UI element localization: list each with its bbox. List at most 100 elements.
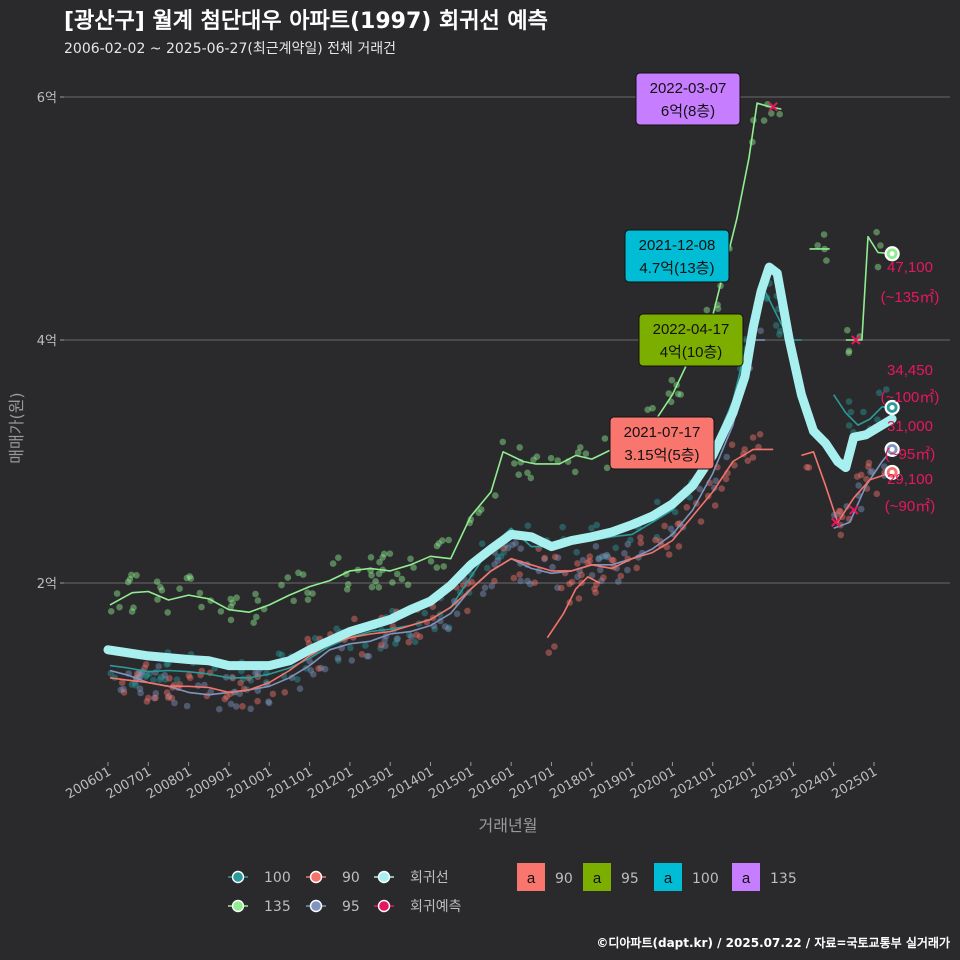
scatter-dot-392 [223,693,231,700]
scatter-dot-461 [163,689,171,696]
annotation-date-1: 2021-12-08 [639,237,716,254]
scatter-dot-378 [416,633,424,640]
scatter-dot-456 [657,538,664,545]
legend-label-2: 회귀선 [410,870,449,886]
scatter-dot-54 [183,574,191,582]
end-label-area-0: (~135㎡) [881,289,940,306]
scatter-dot-328 [526,580,534,588]
annotation-box-3 [609,416,715,470]
scatter-dot-92 [768,110,775,117]
scatter-dot-81 [511,460,518,467]
scatter-dot-167 [772,322,780,329]
scatter-dot-359 [252,669,259,677]
scatter-dot-411 [744,457,752,465]
scatter-dot-291 [554,584,561,591]
scatter-dot-491 [578,571,585,579]
regression-path [103,262,897,671]
scatter-dot-270 [117,686,125,694]
scatter-dot-486 [592,589,599,596]
scatter-dot-471 [468,578,476,586]
scatter-dot-460 [586,553,593,560]
chart-title: [광산구] 월계 첨단대우 아파트(1997) 회귀선 예측 [64,9,548,34]
scatter-dot-130 [157,673,165,681]
scatter-dot-65 [198,603,205,611]
scatter-dot-252 [723,453,730,461]
scatter-dot-404 [510,574,518,582]
scatter-dot-445 [269,690,277,698]
series-lines [109,102,893,696]
scatter-dot-473 [254,697,261,705]
scatter-dot-320 [194,682,202,689]
scatter-dot-472 [464,607,471,615]
end-label-value-3: 29,100 [887,471,933,488]
scatter-dot-419 [731,462,738,469]
scatter-dot-367 [867,468,874,476]
scatter-dot-208 [135,670,142,678]
scatter-dot-85 [107,608,115,615]
endpoint-markers [768,102,900,527]
scatter-dot-8 [176,585,183,592]
scatter-dot-371 [221,695,229,703]
scatter-dot-360 [363,652,371,660]
legend-dot-0 [231,870,245,884]
scatter-dot-86 [386,550,394,557]
scatter-dot-428 [568,578,576,586]
scatter-dot-93 [196,589,204,597]
scatter-dot-116 [329,560,337,567]
y-tick-label-1: 4억 [37,334,57,349]
scatter-dot-84 [665,390,673,397]
scatter-dot-414 [516,571,523,578]
scatter-dot-193 [573,548,580,556]
legend-label-swatch-2 [654,863,682,891]
scatter-dot-259 [296,685,304,692]
scatter-dot-485 [541,554,548,562]
scatter-dot-452 [749,434,757,441]
scatter-dot-62 [252,613,260,621]
scatter-dot-18 [530,456,537,464]
scatter-dot-308 [615,578,622,585]
scatter-dot-79 [368,583,376,591]
scatter-dot-122 [294,676,301,683]
scatter-dot-425 [186,674,194,682]
scatter-dot-504 [858,471,865,479]
series-line-100-2 [833,394,893,426]
x-tick-label-4: 201001 [225,764,275,802]
scatter-dot-57 [394,570,401,578]
scatter-dot-474 [633,564,640,572]
legend-label-swatch-3 [732,863,760,891]
legend-label-4: 95 [342,899,360,915]
legend-label-glyph-0: a [527,870,536,887]
scatter-dot-104 [113,590,121,597]
scatter-dot-33 [252,590,259,598]
scatter-dot-87 [515,471,522,479]
scatter-dot-176 [142,673,150,680]
scatter-dot-60 [299,571,307,578]
scatter-dot-331 [445,625,452,633]
end-label-area-2: (~95㎡) [885,446,935,463]
scatter-dot-158 [654,498,661,506]
scatter-dot-161 [776,327,784,335]
legend-dot-5 [377,899,391,913]
scatter-dot-6 [372,578,379,585]
scatter-dot-437 [351,615,358,623]
scatter-dot-348 [136,685,144,692]
scatter-dot-203 [671,508,679,516]
scatter-dot-174 [173,676,181,683]
scatter-dot-9 [309,590,316,597]
scatter-dot-470 [185,672,193,679]
end-point-core-3 [889,469,895,475]
scatter-dot-406 [584,559,591,566]
annotation-box-2 [638,313,744,367]
y-tick-label-2: 6억 [37,91,57,106]
annotation-price-2: 4억(10층) [660,344,723,361]
end-point-core-1 [889,404,895,410]
scatter-dot-313 [408,633,415,640]
scatter-dot-260 [524,577,531,585]
scatter-dot-41 [760,117,768,124]
scatter-dot-16 [375,584,383,591]
series-line-90-5 [109,448,774,694]
scatter-dot-146 [406,631,413,639]
scatter-dot-67 [368,572,375,579]
scatter-dot-298 [574,573,581,581]
x-tick-label-5: 201101 [265,764,315,802]
